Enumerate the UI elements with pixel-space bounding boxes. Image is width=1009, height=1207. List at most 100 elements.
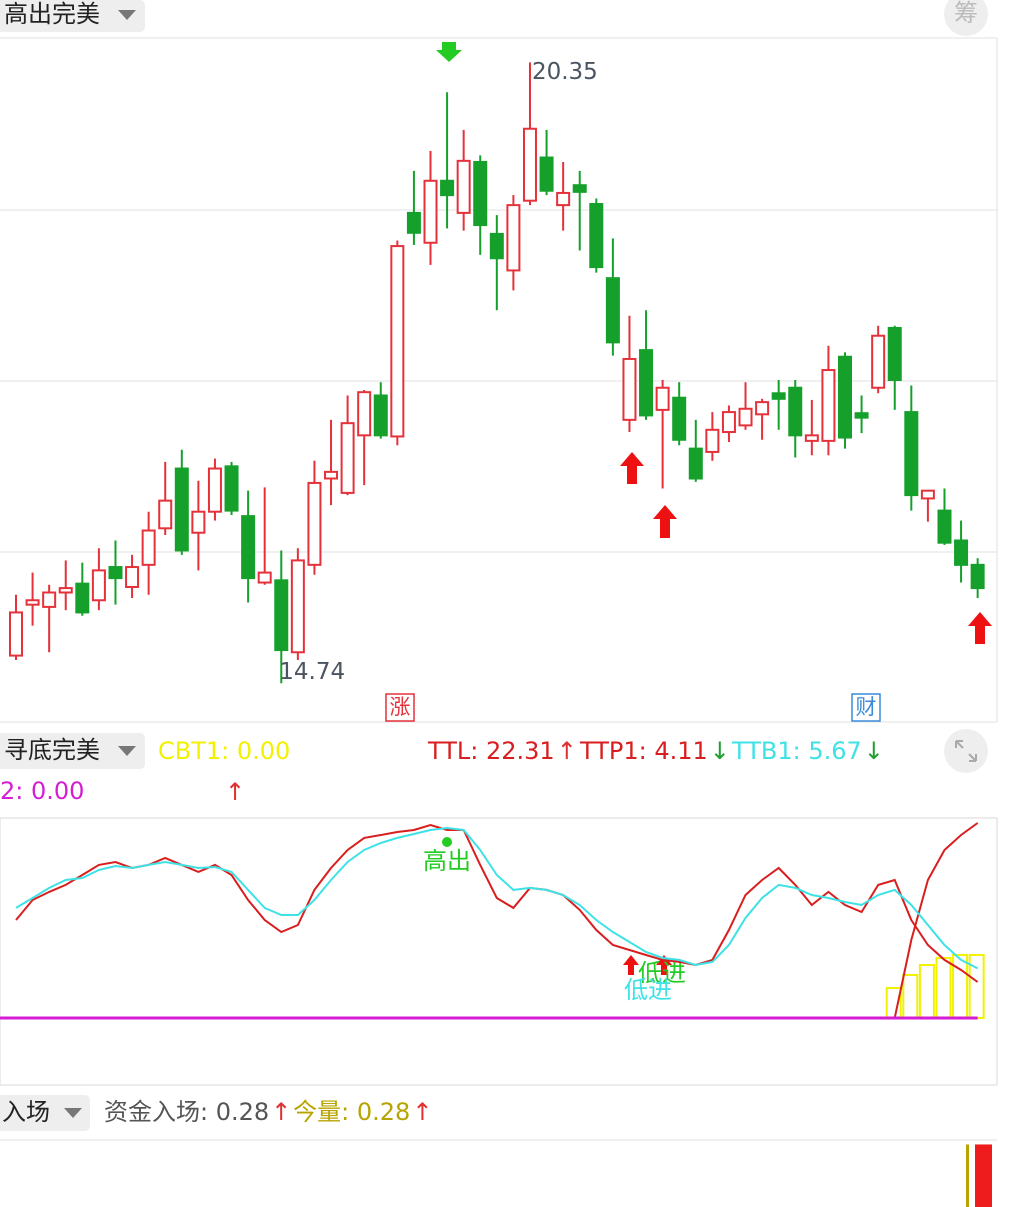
candle-body <box>771 392 786 400</box>
candle-body <box>390 245 405 438</box>
indicator-bar <box>902 973 919 1019</box>
legend-trend: ↑ <box>271 1098 291 1126</box>
candle-body <box>639 349 654 417</box>
legend-trend: ↑ <box>225 778 245 806</box>
expand-button[interactable] <box>944 729 988 773</box>
candle-body <box>738 407 753 427</box>
candle-body <box>357 391 372 437</box>
candle-body <box>241 515 256 580</box>
indicator-selector[interactable] <box>0 0 145 32</box>
legend-entry: 资金入场: 0.28 <box>104 1098 269 1126</box>
candle-body <box>257 571 272 584</box>
candle-body <box>108 566 123 580</box>
legend-trend: ↑ <box>557 737 577 765</box>
candle-body <box>290 559 305 654</box>
candle-body <box>207 467 222 513</box>
candle-body <box>871 334 886 389</box>
candle-body <box>489 232 504 260</box>
indicator-selector[interactable] <box>0 733 145 769</box>
candle-body <box>125 566 140 588</box>
legend-trend: ↓ <box>864 737 884 765</box>
volume-bar <box>975 1144 992 1207</box>
buy-signal-arrow <box>968 612 992 644</box>
volume-bar <box>966 1144 969 1207</box>
panel-title: 入场 <box>2 1098 50 1126</box>
candle-body <box>324 470 339 480</box>
candle-body <box>556 191 571 207</box>
candle-body <box>804 434 819 442</box>
candle-body <box>473 160 488 227</box>
indicator-bar <box>935 957 952 1019</box>
legend-entry: CBT1: 0.00 <box>158 737 290 765</box>
candle-body <box>274 579 289 652</box>
dropdown-icon <box>64 1108 82 1118</box>
candle-body <box>191 510 206 534</box>
min-label: 14.74 <box>279 659 345 685</box>
tag-box[interactable] <box>385 693 415 722</box>
candle-body <box>91 569 106 602</box>
candle-body <box>788 386 803 437</box>
candle-body <box>887 326 902 382</box>
candle-body <box>539 156 554 192</box>
candle-body <box>688 447 703 480</box>
legend-entry: 2: 0.00 <box>0 777 84 805</box>
candle-body <box>721 411 736 434</box>
candle-body <box>920 489 935 500</box>
indicator-line <box>893 822 979 1019</box>
candle-body <box>174 467 189 552</box>
candle-body <box>755 401 770 416</box>
legend-trend: ↑ <box>412 1098 432 1126</box>
candle-body <box>373 394 388 437</box>
candle-body <box>821 369 836 442</box>
candle-body <box>58 587 73 594</box>
candle-body <box>622 357 637 421</box>
candle-body <box>572 184 587 193</box>
candle-body <box>838 355 852 439</box>
candle-body <box>9 611 23 657</box>
buy-signal-arrow <box>623 955 639 975</box>
legend-entry: 今量: 0.28 <box>293 1098 410 1126</box>
dropdown-icon <box>118 10 136 20</box>
legend-entry: TTB1: 5.67 <box>731 737 862 765</box>
panel-border <box>0 817 998 1086</box>
indicator-line <box>15 823 979 983</box>
tag: 涨 <box>390 695 411 719</box>
candle-body <box>440 179 455 197</box>
candle-body <box>904 411 919 497</box>
panel-title: 高出完美 <box>4 0 100 28</box>
candle-body <box>75 582 90 614</box>
buy-signal-arrow <box>620 452 644 484</box>
candle-body <box>705 428 720 453</box>
badge-text: 筹 <box>954 0 978 27</box>
buy-signal-arrow <box>653 505 677 538</box>
tag: 财 <box>856 695 877 719</box>
candle-body <box>307 481 322 566</box>
candle-body <box>937 509 952 544</box>
indicator-bar <box>918 964 935 1019</box>
candle-body <box>42 591 57 608</box>
tag-box[interactable] <box>851 693 881 722</box>
indicator-bar <box>952 953 969 1019</box>
indicator-selector[interactable] <box>0 1095 90 1131</box>
candle-body <box>605 277 620 344</box>
legend-trend: ↓ <box>710 737 730 765</box>
candle-body <box>854 412 869 419</box>
annotation: 高出 <box>423 847 471 875</box>
candle-body <box>655 386 670 411</box>
candle-body <box>158 499 173 530</box>
candle-body <box>970 563 985 590</box>
annotation: 低进 <box>638 959 686 987</box>
legend-entry: TTP1: 4.11 <box>579 737 708 765</box>
dropdown-icon <box>118 746 136 756</box>
max-label: 20.35 <box>532 59 598 85</box>
badge-button[interactable] <box>944 0 988 36</box>
candle-body <box>423 179 438 244</box>
indicator-line <box>15 826 979 970</box>
candle-body <box>340 422 355 494</box>
candle-body <box>224 465 239 512</box>
signal-dot <box>442 837 452 847</box>
expand-icon <box>955 740 977 762</box>
legend-entry: TTL: 22.31 <box>427 737 555 765</box>
